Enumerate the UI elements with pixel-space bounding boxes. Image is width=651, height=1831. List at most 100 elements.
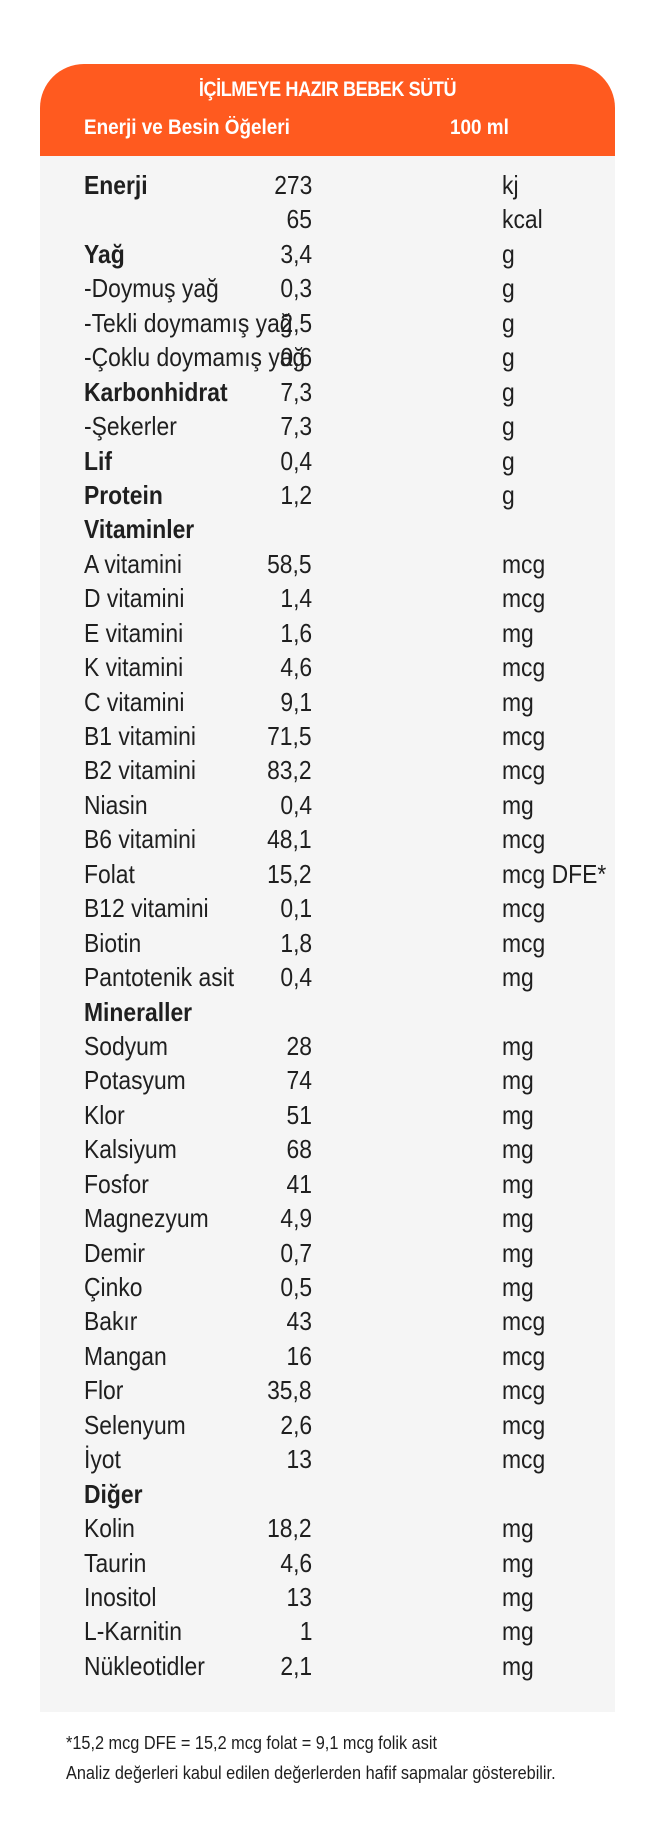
nutrient-unit: mcg — [502, 1375, 546, 1406]
nutrient-value: 48,1 — [267, 824, 312, 855]
nutrient-row: Inositol 13 mg — [40, 1580, 615, 1614]
table-header: İÇİLMEYE HAZIR BEBEK SÜTÜ Enerji ve Besi… — [40, 64, 615, 156]
nutrient-unit: mg — [502, 1513, 534, 1544]
nutrient-name: Lif — [84, 445, 112, 476]
nutrient-name: Mangan — [84, 1340, 167, 1371]
nutrient-row: A vitamini 58,5 mcg — [40, 547, 615, 581]
nutrient-unit: g — [502, 307, 515, 338]
nutrient-unit: mg — [502, 1581, 534, 1612]
nutrient-unit: mg — [502, 1547, 534, 1578]
nutrition-rows: Enerji 273 kj 65 kcal Yağ 3,4 g -Doymuş yağ 0,3 g -… — [40, 168, 615, 1683]
nutrient-name: Mineraller — [84, 996, 193, 1027]
nutrient-unit: mg — [502, 789, 534, 820]
nutrient-value: 13 — [286, 1444, 312, 1475]
nutrient-value: 1,2 — [280, 479, 312, 510]
nutrient-unit: mg — [502, 1203, 534, 1234]
nutrient-unit: kj — [502, 170, 519, 200]
nutrient-unit: g — [502, 445, 515, 476]
nutrient-row: Karbonhidrat 7,3 g — [40, 375, 615, 409]
nutrient-row: Lif 0,4 g — [40, 444, 615, 478]
nutrient-value: 58,5 — [267, 548, 312, 579]
nutrient-name: -Çoklu doymamış yağ — [84, 342, 306, 373]
nutrient-value: 0,7 — [280, 1237, 312, 1268]
nutrient-value: 71,5 — [267, 721, 312, 751]
nutrient-unit: g — [502, 479, 515, 510]
nutrient-row: Bakır 43 mcg — [40, 1304, 615, 1338]
nutrient-name: Klor — [84, 1099, 125, 1130]
nutrient-row: B12 vitamini 0,1 mcg — [40, 891, 615, 925]
nutrient-row: Biotin 1,8 mcg — [40, 926, 615, 960]
nutrient-row: C vitamini 9,1 mg — [40, 685, 615, 719]
nutrient-name: Bakır — [84, 1306, 138, 1337]
nutrient-value: 3,4 — [280, 238, 312, 269]
nutrient-unit: mg — [502, 1065, 534, 1096]
nutrient-row: Protein 1,2 g — [40, 478, 615, 512]
nutrient-name: K vitamini — [84, 652, 184, 683]
nutrient-row: K vitamini 4,6 mcg — [40, 650, 615, 684]
nutrient-unit: mcg — [502, 1306, 546, 1337]
nutrient-name: Taurin — [84, 1547, 147, 1578]
nutrient-row: E vitamini 1,6 mg — [40, 616, 615, 650]
nutrient-name: Kalsiyum — [84, 1134, 177, 1165]
nutrition-panel: İÇİLMEYE HAZIR BEBEK SÜTÜ Enerji ve Besi… — [40, 64, 615, 1712]
nutrient-value: 0,5 — [280, 1272, 312, 1302]
nutrient-value: 0,1 — [280, 893, 312, 924]
nutrient-name: Enerji — [84, 170, 148, 200]
nutrient-value: 273 — [273, 170, 312, 200]
nutrient-name: B2 vitamini — [84, 755, 196, 786]
nutrient-name: Vitaminler — [84, 514, 195, 545]
nutrient-name: D vitamini — [84, 583, 185, 614]
nutrient-value: 13 — [286, 1581, 312, 1612]
nutrient-name: İyot — [84, 1444, 121, 1475]
nutrient-name: Biotin — [84, 927, 142, 958]
nutrient-row: Enerji 273 kj — [40, 168, 615, 202]
nutrient-value: 51 — [286, 1099, 312, 1130]
column-header-nutrients: Enerji ve Besin Öğeleri — [84, 116, 290, 139]
nutrient-name: Karbonhidrat — [84, 376, 228, 407]
nutrient-value: 4,9 — [280, 1203, 312, 1234]
nutrient-value: 68 — [286, 1134, 312, 1165]
nutrient-row: Kolin 18,2 mg — [40, 1511, 615, 1545]
nutrient-unit: g — [502, 238, 515, 269]
nutrient-unit: kcal — [502, 204, 543, 235]
nutrient-row: Çinko 0,5 mg — [40, 1270, 615, 1304]
nutrient-unit: mcg — [502, 755, 546, 786]
nutrient-name: B1 vitamini — [84, 721, 196, 751]
nutrient-value: 74 — [286, 1065, 312, 1096]
nutrient-name: C vitamini — [84, 686, 185, 717]
nutrient-name: Pantotenik asit — [84, 962, 235, 993]
nutrient-value: 83,2 — [267, 755, 312, 786]
nutrient-row: Pantotenik asit 0,4 mg — [40, 960, 615, 994]
nutrient-row: Sodyum 28 mg — [40, 1029, 615, 1063]
nutrient-row: B6 vitamini 48,1 mcg — [40, 822, 615, 856]
nutrient-row: Selenyum 2,6 mcg — [40, 1408, 615, 1442]
nutrient-value: 15,2 — [267, 858, 312, 889]
nutrient-value: 0,6 — [280, 342, 312, 373]
nutrient-row: B2 vitamini 83,2 mcg — [40, 753, 615, 787]
footnote-line-analysis: Analiz değerleri kabul edilen değerlerde… — [66, 1762, 556, 1783]
nutrient-value: 0,3 — [280, 273, 312, 304]
nutrient-row: Taurin 4,6 mg — [40, 1546, 615, 1580]
nutrient-row: D vitamini 1,4 mcg — [40, 581, 615, 615]
footnote-line-folate: *15,2 mcg DFE = 15,2 mcg folat = 9,1 mcg… — [66, 1732, 438, 1753]
nutrient-name: L-Karnitin — [84, 1616, 182, 1647]
nutrient-value: 18,2 — [267, 1513, 312, 1544]
nutrient-unit: mg — [502, 617, 534, 648]
nutrient-name: Yağ — [84, 238, 125, 269]
nutrient-value: 7,3 — [280, 376, 312, 407]
nutrient-unit: mcg — [502, 1340, 546, 1371]
nutrient-unit: mg — [502, 1134, 534, 1165]
nutrient-unit: g — [502, 376, 515, 407]
nutrient-value: 2,1 — [280, 1650, 312, 1681]
nutrient-name: Diğer — [84, 1478, 143, 1509]
nutrient-value: 1 — [299, 1616, 312, 1647]
nutrient-name: Fosfor — [84, 1168, 149, 1199]
nutrient-name: Niasin — [84, 789, 148, 820]
nutrient-value: 2,6 — [280, 1409, 312, 1440]
nutrient-row: -Tekli doymamış yağ 2,5 g — [40, 306, 615, 340]
nutrient-row: -Şekerler 7,3 g — [40, 409, 615, 443]
nutrient-value: 1,4 — [280, 583, 312, 614]
nutrient-value: 4,6 — [280, 1547, 312, 1578]
nutrient-unit: mcg — [502, 652, 546, 683]
nutrient-value: 16 — [286, 1340, 312, 1371]
